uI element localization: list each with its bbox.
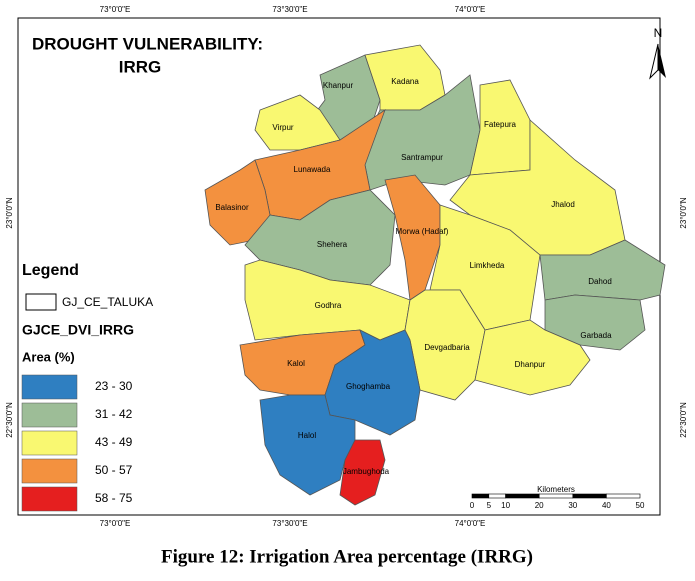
scale-segment [505, 493, 540, 499]
scale-tick-label: 10 [501, 501, 510, 510]
scale-segment [606, 493, 641, 499]
coord-label: 73°0'0"E [100, 5, 131, 14]
coord-label: 73°0'0"E [100, 519, 131, 528]
scale-tick-label: 40 [602, 501, 611, 510]
legend-label: 50 - 57 [95, 463, 133, 477]
scale-segment [572, 493, 607, 499]
taluka [244, 189, 396, 286]
taluka-label: Jhalod [551, 200, 575, 209]
scale-segment [471, 493, 490, 499]
taluka-label: Virpur [272, 123, 294, 132]
taluka-label: Kalol [287, 359, 305, 368]
coord-label: 73°30'0"E [272, 5, 307, 14]
scale-segment [488, 493, 506, 499]
taluka-label: Ghoghamba [346, 382, 391, 391]
coordinates: 73°0'0"E 73°30'0"E 74°0'0"E 73°0'0"E 73°30'0… [5, 5, 688, 528]
legend-swatch [21, 486, 78, 512]
coord-label: 22°30'0"N [5, 402, 14, 438]
map-title: DROUGHT VULNERABILITY: [32, 34, 263, 53]
north-arrow [658, 44, 666, 78]
north-label: N [654, 26, 663, 40]
legend-label: 31 - 42 [95, 407, 133, 421]
taluka-layer: Khanpur Kadana Virpur Santrampur Fatepura Lun… [204, 44, 666, 506]
legend-swatch [21, 430, 78, 456]
taluka-label: Garbada [580, 331, 612, 340]
taluka-label: Khanpur [323, 81, 354, 90]
taluka [474, 319, 591, 396]
taluka-label: Balasinor [215, 203, 249, 212]
legend-swatch [21, 402, 78, 428]
legend-title: Legend [22, 262, 79, 279]
scale-segment [538, 493, 574, 499]
taluka-label: Godhra [315, 301, 342, 310]
legend-layer: GJCE_DVI_IRRG [22, 322, 134, 338]
scale-title: Kilometers [537, 485, 575, 494]
scale-bar: Kilometers 0 5 10 20 30 40 50 [470, 485, 645, 510]
legend: 23 - 30 31 - 42 43 - 49 50 - 57 58 - 75 [21, 374, 133, 512]
taluka-label: Shehera [317, 240, 348, 249]
coord-label: 74°0'0"E [455, 5, 486, 14]
taluka-label: Dhanpur [515, 360, 546, 369]
legend-label: 43 - 49 [95, 435, 133, 449]
coord-label: 23°0'0"N [5, 197, 14, 228]
scale-tick-label: 20 [535, 501, 544, 510]
taluka-label: Lunawada [294, 165, 331, 174]
coord-label: 74°0'0"E [455, 519, 486, 528]
scale-tick-label: 5 [487, 501, 492, 510]
taluka-label: Kadana [391, 77, 419, 86]
taluka [404, 289, 486, 401]
map-title: IRRG [119, 57, 162, 76]
coord-label: 23°0'0"N [679, 197, 688, 228]
legend-label: 58 - 75 [95, 491, 133, 505]
taluka-label: Jambughoda [343, 467, 390, 476]
taluka-label: Halol [298, 431, 316, 440]
taluka-label: Santrampur [401, 153, 443, 162]
legend-label: 23 - 30 [95, 379, 133, 393]
scale-tick-label: 0 [470, 501, 475, 510]
legend-swatch [21, 458, 78, 484]
legend-field: Area (%) [22, 349, 75, 364]
taluka [324, 329, 421, 436]
taluka [339, 439, 386, 506]
coord-label: 73°30'0"E [272, 519, 307, 528]
legend-label: GJ_CE_TALUKA [62, 295, 153, 309]
taluka-label: Dahod [588, 277, 612, 286]
scale-tick-label: 30 [568, 501, 577, 510]
coord-label: 22°30'0"N [679, 402, 688, 438]
scale-tick-label: 50 [636, 501, 645, 510]
taluka-label: Morwa (Hadaf) [396, 227, 449, 236]
taluka-label: Limkheda [470, 261, 505, 270]
legend-swatch [21, 374, 78, 400]
taluka-label: Devgadbaria [424, 343, 470, 352]
legend-swatch [25, 293, 57, 311]
taluka-label: Fatepura [484, 120, 517, 129]
caption: Figure 12: Irrigation Area percentage (I… [161, 546, 533, 567]
